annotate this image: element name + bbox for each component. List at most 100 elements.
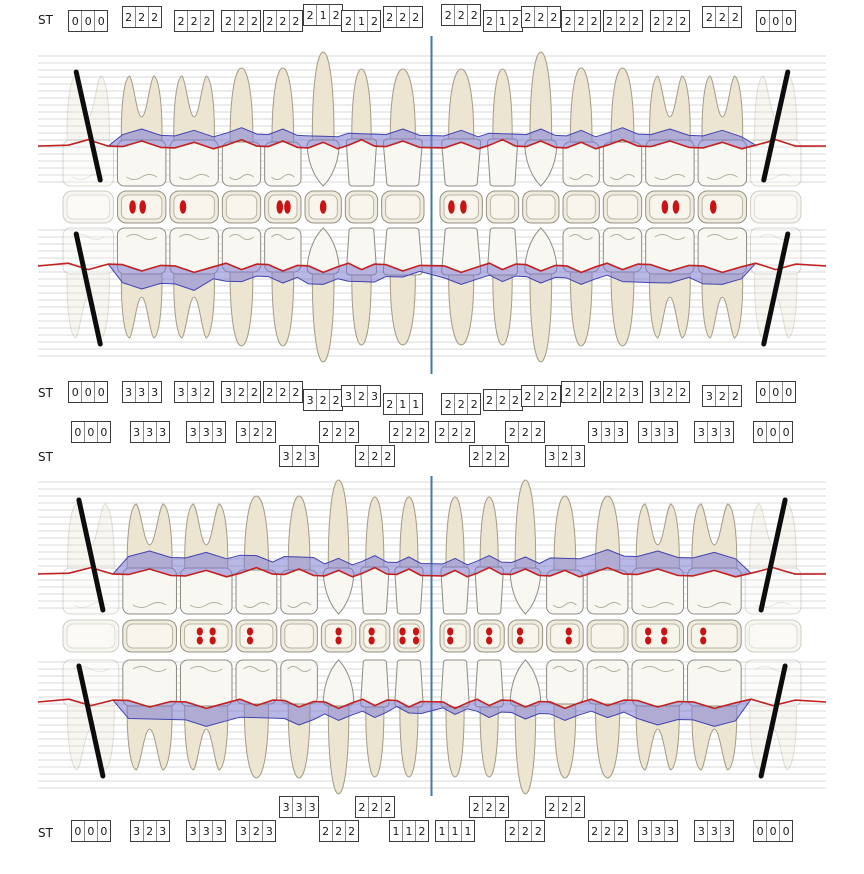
probing-depth-value[interactable]: 3 — [159, 425, 167, 439]
probing-depth-value[interactable]: 2 — [455, 5, 469, 25]
probing-depth-value[interactable]: 2 — [651, 11, 664, 31]
probing-depth-value[interactable]: 2 — [731, 10, 739, 24]
probing-depth-value[interactable]: 3 — [131, 422, 144, 442]
probing-depth-value[interactable]: 2 — [250, 422, 264, 442]
probing-depth-value[interactable]: 2 — [384, 449, 392, 463]
probing-depth-value[interactable]: 2 — [470, 446, 484, 466]
probing-depth-value[interactable]: 2 — [397, 7, 410, 27]
probing-depth-value[interactable]: 2 — [506, 422, 520, 442]
probing-depth-value[interactable]: 2 — [332, 393, 340, 407]
probing-depth-value[interactable]: 2 — [264, 382, 277, 402]
probing-depth-value[interactable]: 2 — [369, 446, 382, 466]
probing-depth-value[interactable]: 2 — [604, 11, 617, 31]
probing-depth-value[interactable]: 2 — [175, 11, 189, 31]
probing-depth-value[interactable]: 3 — [546, 446, 559, 466]
probing-depth-value[interactable]: 3 — [602, 422, 615, 442]
probing-depth-value[interactable]: 2 — [679, 14, 687, 28]
probing-depth-value[interactable]: 3 — [175, 382, 189, 402]
probing-depth-value[interactable]: 2 — [470, 8, 478, 22]
probing-depth-value[interactable]: 2 — [442, 394, 456, 414]
probing-depth-value[interactable]: 3 — [667, 824, 675, 838]
probing-depth-value[interactable]: 0 — [785, 385, 793, 399]
probing-depth-value[interactable]: 0 — [757, 382, 770, 402]
probing-depth-value[interactable]: 0 — [782, 824, 790, 838]
probing-depth-value[interactable]: 2 — [320, 422, 333, 442]
probing-depth-value[interactable]: 2 — [370, 14, 378, 28]
probing-depth-value[interactable]: 0 — [785, 14, 793, 28]
probing-depth-value[interactable]: 3 — [200, 422, 214, 442]
probing-depth-value[interactable]: 3 — [123, 382, 136, 402]
probing-depth-value[interactable]: 0 — [82, 382, 96, 402]
probing-depth-value[interactable]: 3 — [159, 824, 167, 838]
probing-depth-value[interactable]: 2 — [123, 7, 136, 27]
probing-depth-value[interactable]: 2 — [203, 385, 211, 399]
probing-depth-value[interactable]: 3 — [237, 821, 251, 841]
probing-depth-value[interactable]: 2 — [574, 800, 582, 814]
probing-depth-value[interactable]: 3 — [187, 821, 201, 841]
probing-depth-value[interactable]: 2 — [403, 422, 416, 442]
probing-depth-value[interactable]: 3 — [304, 390, 318, 410]
probing-depth-value[interactable]: 0 — [72, 821, 85, 841]
probing-depth-value[interactable]: 2 — [562, 382, 576, 402]
probing-depth-value[interactable]: 2 — [418, 824, 426, 838]
probing-depth-value[interactable]: 2 — [731, 389, 739, 403]
probing-depth-value[interactable]: 2 — [470, 397, 478, 411]
probing-depth-value[interactable]: 2 — [412, 10, 420, 24]
probing-depth-value[interactable]: 3 — [237, 422, 251, 442]
probing-depth-value[interactable]: 0 — [69, 382, 83, 402]
probing-depth-value[interactable]: 0 — [69, 11, 83, 31]
probing-depth-value[interactable]: 2 — [506, 821, 520, 841]
probing-depth-value[interactable]: 3 — [632, 385, 639, 399]
probing-depth-value[interactable]: 0 — [100, 425, 108, 439]
probing-depth-value[interactable]: 1 — [390, 821, 403, 841]
probing-depth-value[interactable]: 2 — [277, 11, 290, 31]
probing-depth-value[interactable]: 1 — [464, 824, 472, 838]
probing-depth-value[interactable]: 2 — [390, 422, 403, 442]
probing-depth-value[interactable]: 3 — [144, 422, 157, 442]
probing-depth-value[interactable]: 1 — [317, 5, 331, 25]
probing-depth-value[interactable]: 2 — [265, 425, 273, 439]
probing-depth-value[interactable]: 2 — [617, 11, 630, 31]
probing-depth-value[interactable]: 3 — [308, 800, 316, 814]
probing-depth-value[interactable]: 3 — [293, 797, 307, 817]
probing-depth-value[interactable]: 2 — [418, 425, 426, 439]
probing-depth-value[interactable]: 3 — [639, 422, 652, 442]
probing-depth-value[interactable]: 2 — [716, 7, 730, 27]
probing-depth-value[interactable]: 2 — [483, 446, 497, 466]
probing-depth-value[interactable]: 2 — [332, 8, 340, 22]
probing-depth-value[interactable]: 2 — [136, 7, 149, 27]
probing-depth-value[interactable]: 2 — [498, 800, 506, 814]
probing-depth-value[interactable]: 3 — [703, 386, 717, 406]
probing-depth-value[interactable]: 2 — [384, 800, 392, 814]
probing-depth-value[interactable]: 2 — [559, 446, 572, 466]
probing-depth-value[interactable]: 2 — [442, 5, 456, 25]
probing-depth-value[interactable]: 2 — [449, 422, 463, 442]
probing-depth-value[interactable]: 2 — [304, 5, 318, 25]
probing-depth-value[interactable]: 0 — [85, 422, 98, 442]
